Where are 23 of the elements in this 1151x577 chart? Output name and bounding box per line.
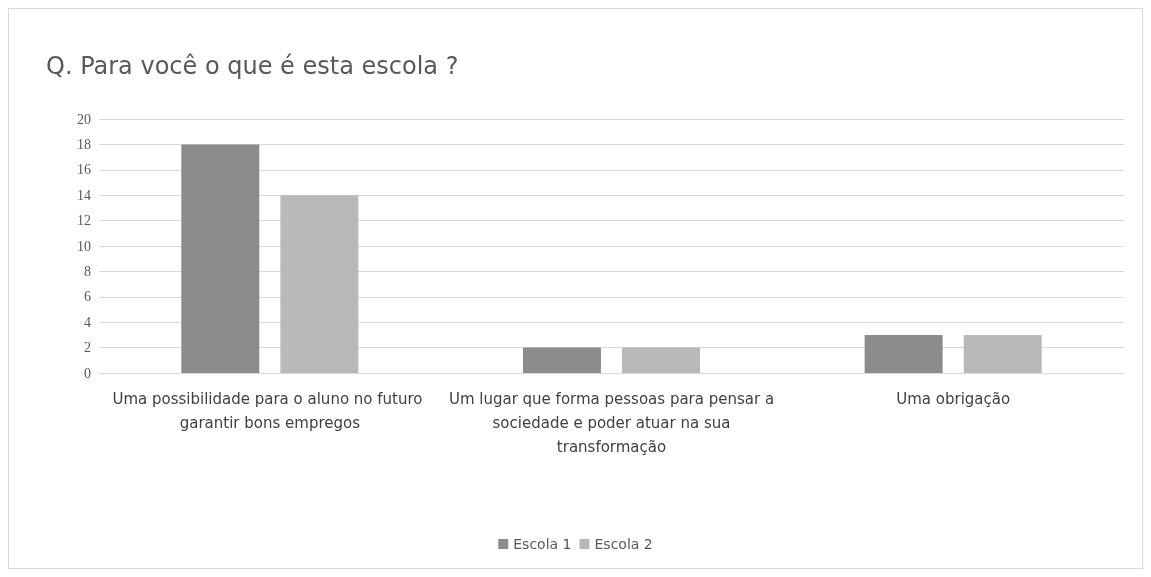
bar: [864, 334, 943, 373]
bar: [181, 144, 260, 373]
y-tick-label: 8: [84, 263, 91, 279]
bar: [280, 195, 359, 373]
bar: [522, 347, 601, 373]
y-tick-label: 14: [77, 187, 91, 203]
y-tick-label: 4: [84, 314, 91, 330]
bar: [622, 347, 701, 373]
legend-label: Escola 2: [594, 536, 653, 552]
y-tick-label: 0: [84, 365, 91, 381]
y-tick-label: 2: [84, 340, 91, 356]
x-tick-label: Uma obrigação: [896, 390, 1011, 408]
y-tick-label: 16: [77, 162, 91, 178]
y-tick-label: 10: [77, 238, 91, 254]
x-tick-label: Uma possibilidade para o aluno no futuro garantir bons empregos: [112, 390, 428, 432]
y-tick-label: 18: [77, 136, 91, 152]
y-tick-label: 12: [77, 213, 91, 229]
chart-title: Q. Para você o que é esta escola ?: [46, 52, 459, 80]
legend-label: Escola 1: [513, 536, 572, 552]
x-tick-label: Um lugar que forma pessoas para pensar a sociedade e poder atuar na sua transformação: [448, 390, 775, 456]
y-tick-label: 20: [77, 111, 91, 127]
bar: [963, 334, 1042, 373]
y-tick-label: 6: [84, 289, 91, 305]
